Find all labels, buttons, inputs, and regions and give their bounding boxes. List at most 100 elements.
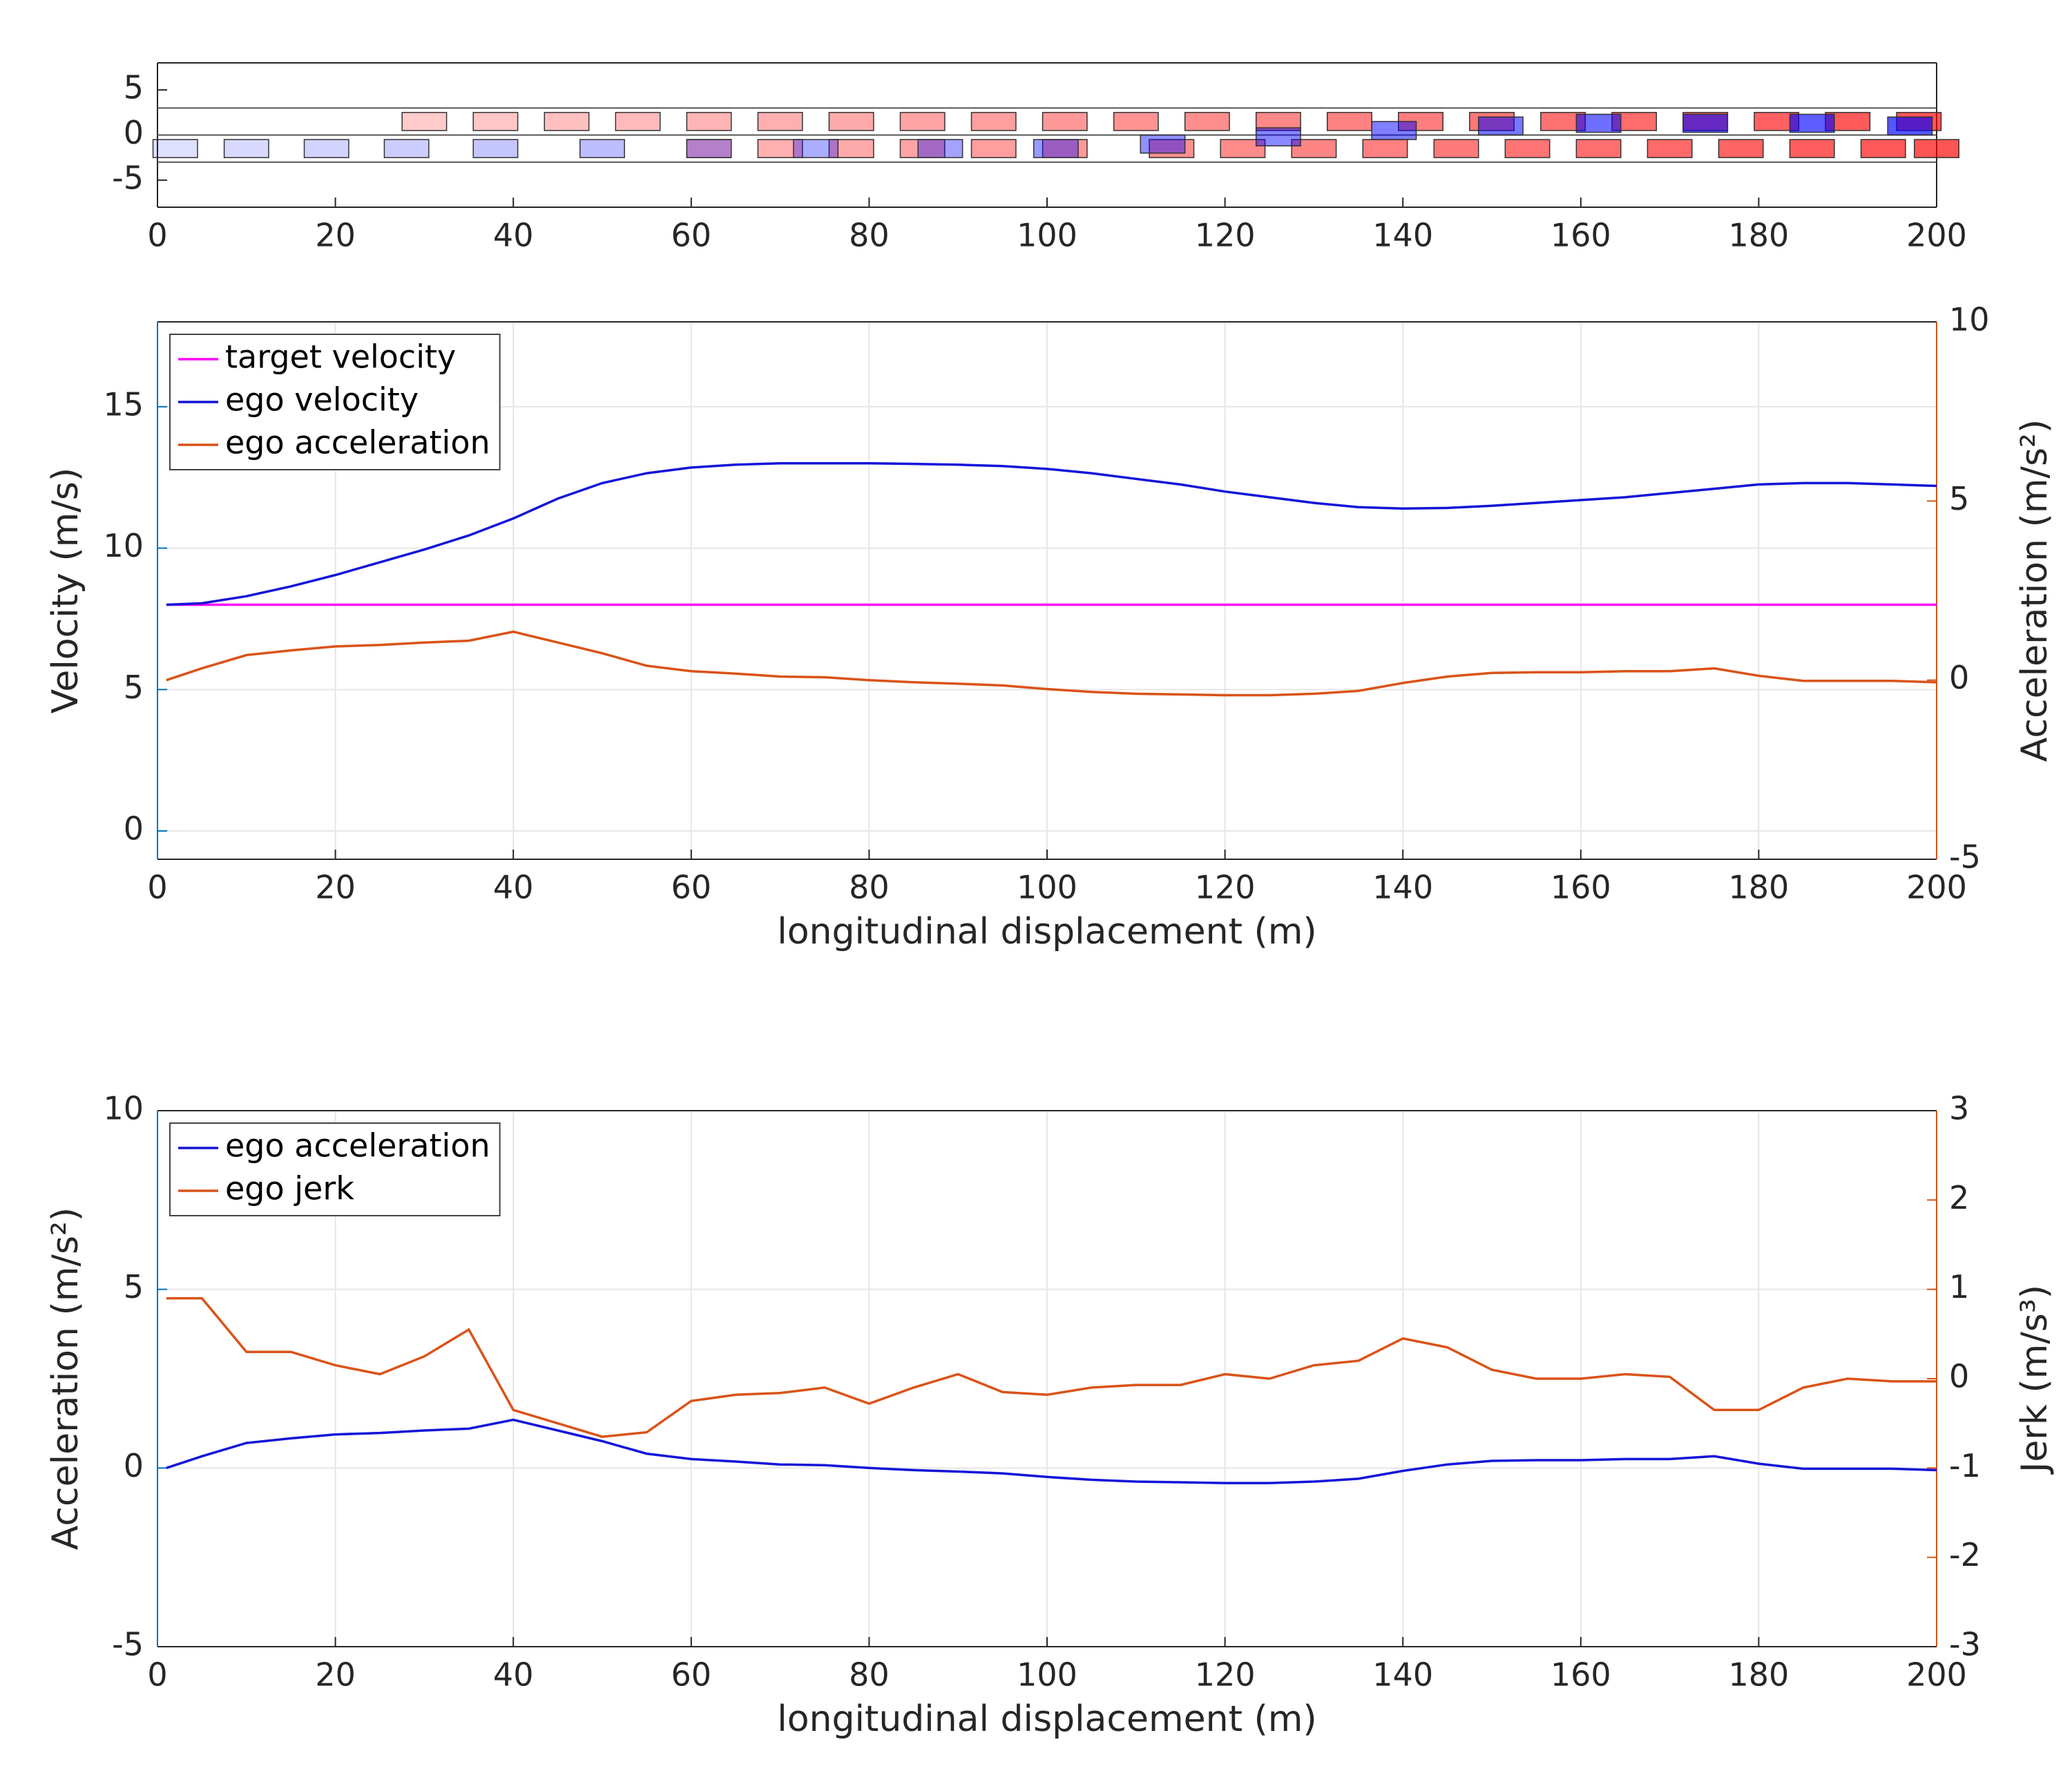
x-tick-label: 40	[493, 217, 534, 254]
vehicle	[383, 139, 430, 158]
y-tick-label: 5	[124, 1268, 144, 1305]
x-tick-label: 160	[1551, 869, 1611, 906]
x-tick-label: 20	[315, 217, 356, 254]
y-tick-label: 10	[103, 1090, 144, 1127]
vehicle	[1682, 113, 1729, 133]
vehicle	[1718, 139, 1764, 158]
vehicle	[1433, 139, 1479, 158]
vehicle	[1255, 127, 1301, 146]
x-tick-label: 180	[1728, 217, 1789, 254]
x-tick-label: 160	[1551, 1656, 1611, 1694]
vehicle	[1504, 139, 1551, 158]
x-tick-label: 100	[1017, 217, 1077, 254]
y2-tick-label: -3	[1949, 1626, 1981, 1663]
x-tick-label: 120	[1195, 1656, 1256, 1694]
y-tick-label: 0	[124, 810, 144, 848]
vehicle	[1914, 139, 1959, 158]
vehicle	[223, 139, 269, 158]
vehicle	[793, 139, 839, 158]
y-tick-label: 0	[124, 114, 144, 151]
y2-tick-label: 3	[1949, 1090, 1969, 1127]
vehicle	[1575, 113, 1622, 133]
vehicle	[579, 139, 625, 158]
vehicle	[1184, 112, 1230, 131]
vehicle	[686, 112, 732, 131]
vehicle	[917, 139, 963, 158]
vehicle	[1149, 139, 1195, 158]
x-tick-label: 80	[849, 217, 890, 254]
series-line	[166, 1418, 1937, 1484]
x-axis-label: longitudinal displacement (m)	[777, 911, 1316, 952]
vehicle	[1575, 139, 1622, 158]
x-tick-label: 60	[671, 217, 712, 254]
x-tick-label: 60	[671, 1656, 712, 1694]
y2-tick-label: 2	[1949, 1179, 1969, 1216]
legend: ego acceleration ego jerk	[169, 1122, 501, 1216]
x-tick-label: 180	[1728, 869, 1789, 906]
x-tick-label: 40	[493, 869, 534, 906]
vehicle	[1371, 121, 1417, 140]
x-tick-label: 100	[1017, 1656, 1077, 1694]
x-tick-label: 0	[147, 1656, 167, 1694]
x-tick-label: 180	[1728, 1656, 1789, 1694]
vehicle	[1033, 139, 1079, 158]
x-tick-label: 20	[315, 869, 356, 906]
y2-tick-label: -2	[1949, 1536, 1981, 1573]
series-line	[166, 1296, 1937, 1438]
x-tick-label: 160	[1551, 217, 1611, 254]
x-tick-label: 120	[1195, 217, 1256, 254]
legend-box	[169, 1122, 501, 1216]
vehicle	[970, 139, 1017, 158]
vehicle	[544, 112, 590, 131]
x-tick-label: 200	[1906, 1656, 1967, 1694]
vehicle	[1140, 134, 1186, 154]
vehicle	[899, 112, 946, 131]
x-tick-label: 140	[1372, 869, 1433, 906]
vehicle	[1887, 116, 1933, 136]
vehicle	[1647, 139, 1693, 158]
legend-label: target velocity	[225, 338, 456, 376]
y-axis-label: Acceleration (m/s²)	[45, 1207, 86, 1550]
y2-axis-label: Acceleration (m/s²)	[2014, 419, 2055, 762]
vehicle	[472, 112, 519, 131]
legend-label: ego acceleration	[225, 424, 490, 461]
y2-tick-label: 0	[1949, 659, 1969, 696]
vehicle	[686, 139, 732, 158]
y2-tick-label: 5	[1949, 480, 1969, 517]
x-tick-label: 80	[849, 1656, 890, 1694]
x-tick-label: 140	[1372, 217, 1433, 254]
vehicle	[828, 112, 874, 131]
y2-tick-label: -1	[1949, 1447, 1981, 1484]
x-tick-label: 0	[147, 869, 167, 906]
vehicle	[615, 112, 661, 131]
y2-tick-label: 10	[1949, 301, 1990, 338]
y-tick-label: -5	[112, 1626, 144, 1663]
vehicle	[1042, 112, 1088, 131]
vehicle	[472, 139, 519, 158]
vehicle	[757, 139, 803, 158]
vehicle	[1291, 139, 1337, 158]
vehicle	[152, 139, 198, 158]
series-line	[166, 630, 1937, 697]
vehicle	[1789, 139, 1835, 158]
y2-axis-label: Jerk (m/s³)	[2014, 1285, 2055, 1475]
x-tick-label: 40	[493, 1656, 534, 1694]
x-tick-label: 140	[1372, 1656, 1433, 1694]
vehicle	[303, 139, 349, 158]
legend-label: ego acceleration	[225, 1127, 490, 1165]
y-tick-label: -5	[112, 159, 144, 196]
vehicle	[401, 112, 448, 131]
vehicle	[1113, 112, 1159, 131]
y2-tick-label: -5	[1949, 839, 1981, 876]
vehicle	[828, 139, 874, 158]
legend-label: ego jerk	[225, 1170, 354, 1207]
x-tick-label: 0	[147, 217, 167, 254]
y2-tick-label: 0	[1949, 1358, 1969, 1395]
vehicle	[1477, 116, 1524, 136]
vehicle	[970, 112, 1017, 131]
y-tick-label: 5	[124, 69, 144, 106]
vehicle	[1789, 113, 1835, 133]
y-tick-label: 15	[103, 385, 144, 423]
vehicle	[686, 139, 732, 158]
